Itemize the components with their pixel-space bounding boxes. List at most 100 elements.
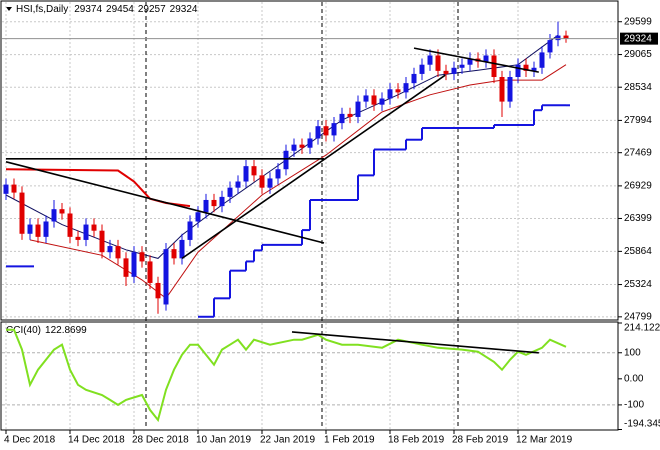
- symbol: HSI,fs,Daily: [16, 4, 68, 15]
- y2-tick-label: 214.1228: [624, 323, 660, 334]
- candle-body: [299, 144, 305, 148]
- y-tick-label: 24799: [624, 311, 652, 322]
- candle-body: [387, 89, 393, 99]
- candle-body: [491, 55, 497, 78]
- candle-body: [179, 239, 185, 259]
- candle-body: [147, 261, 153, 283]
- indicator-line: [5, 168, 191, 208]
- candle-body: [19, 192, 25, 234]
- y-tick-label: 28534: [624, 82, 652, 93]
- candle-body: [155, 282, 161, 299]
- x-tick-label: 18 Feb 2019: [388, 435, 445, 446]
- x-tick-label: 4 Dec 2018: [4, 435, 56, 446]
- y-tick-label: 26929: [624, 181, 652, 192]
- candle-body: [259, 175, 265, 188]
- candle-body: [371, 95, 377, 105]
- candle-body: [427, 55, 433, 65]
- candle-body: [355, 101, 361, 117]
- last-close: 29324: [170, 4, 198, 15]
- cci-panel: [0, 321, 619, 431]
- candle-body: [531, 67, 537, 71]
- candle-body: [59, 209, 65, 214]
- y2-tick-label: 0.00: [624, 373, 644, 384]
- trendline: [413, 47, 539, 73]
- candle-body: [555, 35, 561, 41]
- last-high: 29454: [106, 4, 134, 15]
- candle-body: [139, 252, 145, 262]
- main-panel: [0, 0, 619, 321]
- cci-header: CCI(40) 122.8699: [6, 325, 87, 336]
- y-tick-label: 27469: [624, 147, 652, 158]
- candle-body: [291, 144, 297, 151]
- candle-body: [307, 138, 313, 148]
- candle-body: [43, 221, 49, 237]
- indicator-line: [29, 64, 567, 300]
- candle-body: [539, 52, 545, 68]
- candle-body: [91, 224, 97, 231]
- x-tick-label: 10 Jan 2019: [196, 435, 251, 446]
- current-price-box: [620, 32, 658, 45]
- x-tick-label: 14 Dec 2018: [68, 435, 125, 446]
- candle-body: [451, 67, 457, 74]
- indicator-line: [5, 34, 559, 259]
- x-tick-label: 22 Jan 2019: [260, 435, 315, 446]
- candle-body: [523, 64, 529, 71]
- candle-body: [323, 126, 329, 136]
- candle-body: [195, 212, 201, 222]
- cci-line: [6, 328, 567, 423]
- candle-body: [163, 249, 169, 305]
- y-tick-label: 29065: [624, 49, 652, 60]
- candle-body: [331, 123, 337, 136]
- x-tick-label: 1 Feb 2019: [324, 435, 375, 446]
- candle-body: [363, 95, 369, 102]
- candle-body: [235, 181, 241, 188]
- cci-label: CCI(40): [6, 325, 41, 336]
- y-tick-label: 26399: [624, 213, 652, 224]
- candle-body: [507, 77, 513, 102]
- candle-body: [275, 169, 281, 179]
- candle-body: [435, 55, 441, 71]
- candle-body: [11, 184, 17, 193]
- candle-body: [411, 73, 417, 84]
- candle-body: [131, 252, 137, 277]
- candle-body: [395, 89, 401, 93]
- y-tick-label: 29599: [624, 16, 652, 27]
- candle-body: [467, 58, 473, 65]
- candle-body: [187, 221, 193, 240]
- candle-body: [211, 199, 217, 207]
- y2-tick-label: -194.345: [624, 419, 660, 430]
- candle-body: [443, 70, 449, 74]
- candle-body: [115, 246, 121, 259]
- y-tick-label: 27994: [624, 115, 652, 126]
- y-tick-label: 25324: [624, 279, 652, 290]
- candle-body: [107, 246, 113, 253]
- candle-body: [227, 187, 233, 197]
- last-low: 29257: [138, 4, 166, 15]
- x-tick-label: 12 Mar 2019: [516, 435, 573, 446]
- candle-body: [243, 166, 249, 182]
- candle-body: [459, 64, 465, 68]
- candle-body: [171, 249, 177, 259]
- header-icon: [6, 7, 12, 11]
- candle-body: [563, 35, 569, 39]
- candle-body: [547, 40, 553, 53]
- candle-body: [67, 213, 73, 237]
- trendline: [181, 74, 446, 260]
- candle-body: [403, 83, 409, 93]
- candle-body: [75, 236, 81, 240]
- candle-body: [267, 178, 273, 188]
- candle-body: [123, 258, 129, 277]
- candle-body: [203, 199, 209, 213]
- y-tick-label: 25864: [624, 246, 652, 257]
- current-price-label: 29324: [624, 33, 652, 44]
- y2-tick-label: -100: [624, 400, 644, 411]
- candle-body: [83, 224, 89, 240]
- candle-body: [27, 224, 33, 234]
- last-open: 29374: [74, 4, 102, 15]
- candle-body: [379, 98, 385, 105]
- candle-body: [315, 126, 321, 139]
- cci-trendline: [291, 331, 539, 354]
- candle-body: [515, 64, 521, 78]
- chart-header: HSI,fs,Daily 29374 29454 29257 29324: [16, 4, 198, 15]
